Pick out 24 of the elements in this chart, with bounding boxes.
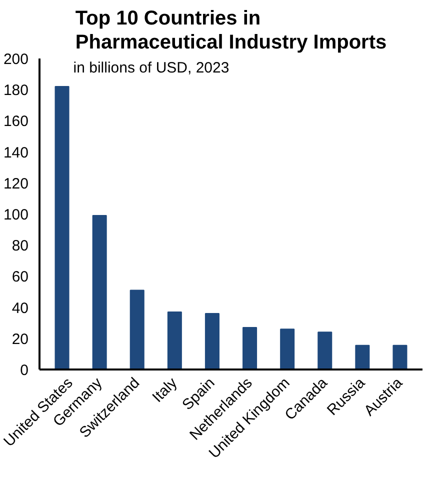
bar [242,327,258,370]
bar [130,290,144,370]
bar [167,311,182,370]
chart-title: Top 10 Countries in Pharmaceutical Industry Imports [75,7,387,54]
y-tick-label: 20 [12,330,29,348]
bar [280,328,295,370]
y-tick-label: 140 [3,144,29,162]
bar [92,215,107,370]
y-tick-label: 100 [3,206,29,224]
x-tick-label: Italy [149,374,182,406]
bar [392,344,408,370]
bar [204,313,220,370]
y-tick-label: 80 [12,238,29,255]
y-tick-label: 160 [3,113,29,130]
y-tick-label: 200 [3,51,29,68]
y-tick-label: 60 [12,268,29,286]
y-tick-label: 0 [20,362,28,379]
chart-subtitle: in billions of USD, 2023 [73,60,230,76]
bar [318,332,332,370]
bar [54,86,70,370]
y-tick-label: 40 [12,300,29,317]
y-tick-label: 180 [3,82,29,100]
bar [355,344,370,370]
y-tick-label: 120 [3,175,29,192]
